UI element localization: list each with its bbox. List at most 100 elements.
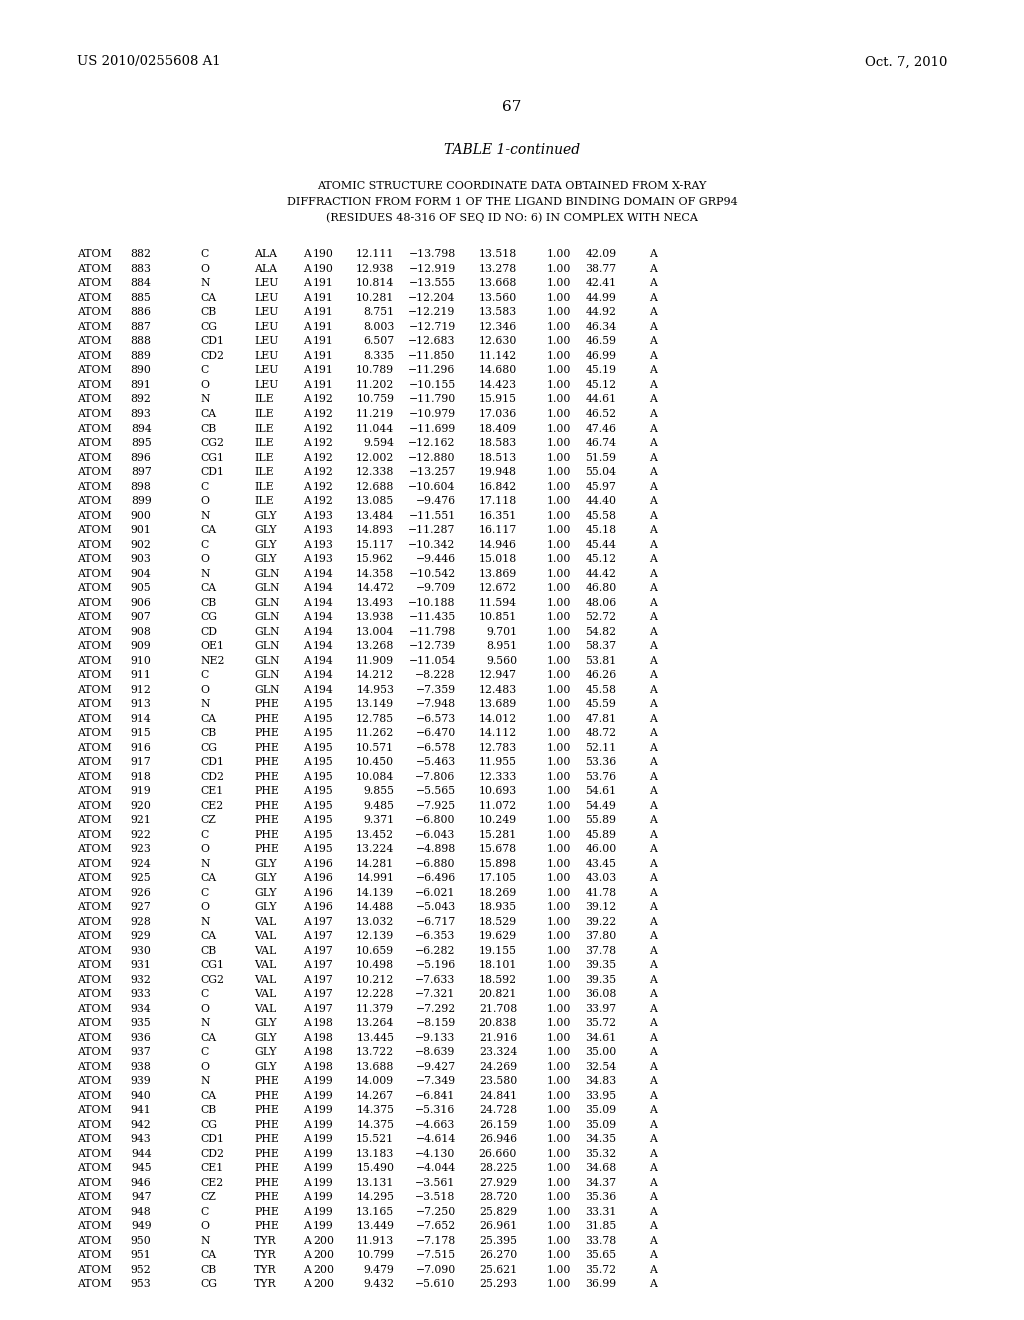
Text: −4.898: −4.898 (416, 843, 456, 854)
Text: 1.00: 1.00 (547, 279, 571, 289)
Text: 200: 200 (312, 1250, 334, 1261)
Text: ATOM: ATOM (77, 1250, 112, 1261)
Text: 934: 934 (131, 1003, 152, 1014)
Text: A: A (649, 887, 657, 898)
Text: 11.594: 11.594 (479, 598, 517, 607)
Text: GLN: GLN (254, 627, 280, 636)
Text: CB: CB (201, 729, 217, 738)
Text: ATOM: ATOM (77, 843, 112, 854)
Text: 25.829: 25.829 (479, 1206, 517, 1217)
Text: A: A (303, 902, 311, 912)
Text: 1.00: 1.00 (547, 293, 571, 304)
Text: 1.00: 1.00 (547, 249, 571, 260)
Text: 1.00: 1.00 (547, 322, 571, 333)
Text: 15.678: 15.678 (479, 843, 517, 854)
Text: 16.842: 16.842 (479, 482, 517, 491)
Text: ATOM: ATOM (77, 366, 112, 375)
Text: C: C (201, 829, 209, 840)
Text: 53.81: 53.81 (585, 656, 616, 665)
Text: 885: 885 (131, 293, 152, 304)
Text: A: A (303, 1076, 311, 1086)
Text: 13.668: 13.668 (479, 279, 517, 289)
Text: 1.00: 1.00 (547, 1279, 571, 1290)
Text: 195: 195 (313, 785, 334, 796)
Text: 1.00: 1.00 (547, 771, 571, 781)
Text: A: A (303, 1265, 311, 1275)
Text: A: A (649, 554, 657, 564)
Text: 1.00: 1.00 (547, 1105, 571, 1115)
Text: 26.270: 26.270 (479, 1250, 517, 1261)
Text: TYR: TYR (254, 1265, 276, 1275)
Text: 9.701: 9.701 (486, 627, 517, 636)
Text: 14.488: 14.488 (356, 902, 394, 912)
Text: 48.72: 48.72 (586, 729, 616, 738)
Text: 192: 192 (313, 496, 334, 506)
Text: C: C (201, 1047, 209, 1057)
Text: A: A (649, 1265, 657, 1275)
Text: VAL: VAL (254, 960, 276, 970)
Text: 194: 194 (313, 656, 334, 665)
Text: 1.00: 1.00 (547, 743, 571, 752)
Text: −7.515: −7.515 (416, 1250, 456, 1261)
Text: A: A (649, 814, 657, 825)
Text: −6.043: −6.043 (416, 829, 456, 840)
Text: A: A (649, 1134, 657, 1144)
Text: Oct. 7, 2010: Oct. 7, 2010 (865, 55, 947, 69)
Text: A: A (303, 685, 311, 694)
Text: 1.00: 1.00 (547, 511, 571, 520)
Text: 1.00: 1.00 (547, 380, 571, 389)
Text: ATOM: ATOM (77, 1206, 112, 1217)
Text: 39.22: 39.22 (585, 916, 616, 927)
Text: VAL: VAL (254, 945, 276, 956)
Text: ATOM: ATOM (77, 829, 112, 840)
Text: 918: 918 (131, 771, 152, 781)
Text: 25.293: 25.293 (479, 1279, 517, 1290)
Text: A: A (303, 700, 311, 709)
Text: 927: 927 (131, 902, 152, 912)
Text: 886: 886 (130, 308, 152, 318)
Text: 942: 942 (131, 1119, 152, 1130)
Text: 18.592: 18.592 (479, 974, 517, 985)
Text: 19.155: 19.155 (479, 945, 517, 956)
Text: 46.74: 46.74 (586, 438, 616, 447)
Text: 1.00: 1.00 (547, 612, 571, 622)
Text: ATOM: ATOM (77, 974, 112, 985)
Text: −12.880: −12.880 (409, 453, 456, 462)
Text: A: A (303, 612, 311, 622)
Text: 1.00: 1.00 (547, 642, 571, 651)
Text: 933: 933 (131, 989, 152, 999)
Text: −11.296: −11.296 (409, 366, 456, 375)
Text: 192: 192 (313, 467, 334, 477)
Text: 904: 904 (131, 569, 152, 578)
Text: 894: 894 (131, 424, 152, 433)
Text: 909: 909 (131, 642, 152, 651)
Text: CD1: CD1 (201, 758, 224, 767)
Text: 12.483: 12.483 (479, 685, 517, 694)
Text: 34.61: 34.61 (585, 1032, 616, 1043)
Text: 907: 907 (131, 612, 152, 622)
Text: ATOM: ATOM (77, 858, 112, 869)
Text: 36.99: 36.99 (586, 1279, 616, 1290)
Text: A: A (649, 729, 657, 738)
Text: A: A (303, 843, 311, 854)
Text: −5.043: −5.043 (416, 902, 456, 912)
Text: 1.00: 1.00 (547, 714, 571, 723)
Text: 10.814: 10.814 (356, 279, 394, 289)
Text: 25.395: 25.395 (479, 1236, 517, 1246)
Text: 1.00: 1.00 (547, 1047, 571, 1057)
Text: LEU: LEU (254, 337, 279, 346)
Text: 15.117: 15.117 (356, 540, 394, 549)
Text: ILE: ILE (254, 409, 273, 418)
Text: A: A (303, 395, 311, 404)
Text: −11.850: −11.850 (409, 351, 456, 360)
Text: CG: CG (201, 1119, 218, 1130)
Text: 195: 195 (313, 758, 334, 767)
Text: 9.485: 9.485 (364, 800, 394, 810)
Text: A: A (303, 279, 311, 289)
Text: A: A (303, 1163, 311, 1173)
Text: CD: CD (201, 627, 218, 636)
Text: 193: 193 (313, 511, 334, 520)
Text: 26.159: 26.159 (479, 1119, 517, 1130)
Text: 45.59: 45.59 (586, 700, 616, 709)
Text: 35.00: 35.00 (585, 1047, 616, 1057)
